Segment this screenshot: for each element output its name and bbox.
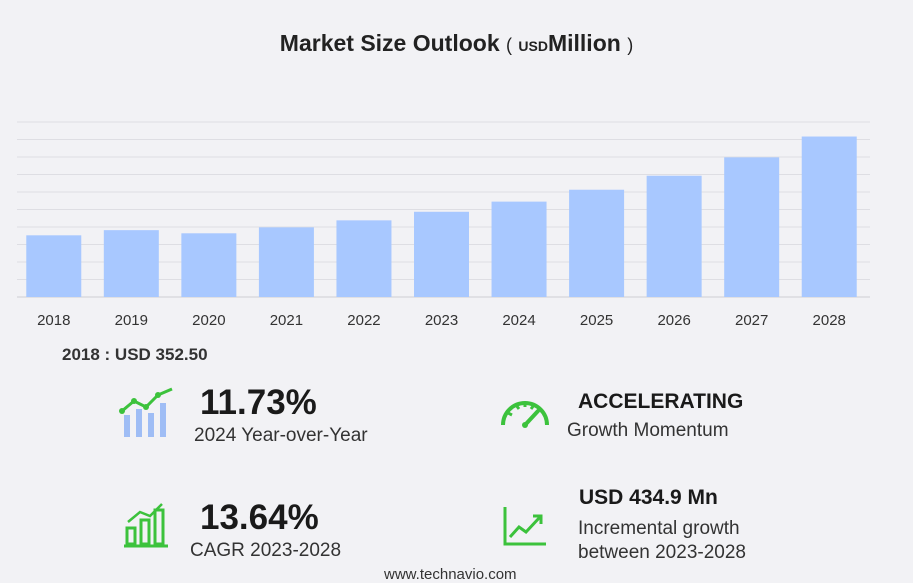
x-tick-label: 2018 bbox=[37, 312, 70, 329]
x-tick-label: 2020 bbox=[192, 312, 225, 329]
footer-site: www.technavio.com bbox=[384, 566, 517, 583]
title-unit: USD bbox=[518, 38, 548, 54]
title-unit-word: Million bbox=[547, 30, 621, 56]
cagr-label: CAGR 2023-2028 bbox=[190, 540, 342, 561]
bar-2023 bbox=[414, 211, 469, 297]
x-tick-label: 2028 bbox=[813, 312, 846, 329]
x-tick-label: 2024 bbox=[502, 312, 535, 329]
line-growth-icon bbox=[503, 507, 546, 546]
bar-2024 bbox=[491, 201, 547, 297]
bar-2026 bbox=[646, 175, 702, 297]
x-tick-label: 2021 bbox=[270, 312, 303, 329]
momentum-label: Growth Momentum bbox=[567, 420, 729, 441]
momentum-value: ACCELERATING bbox=[578, 390, 744, 413]
incremental-value: USD 434.9 Mn bbox=[579, 486, 718, 509]
trend-bars-icon bbox=[119, 387, 173, 437]
title-paren-close: ) bbox=[627, 35, 634, 55]
incremental-label-1: Incremental growth bbox=[578, 518, 740, 539]
title-text: Market Size Outlook bbox=[279, 30, 500, 56]
x-tick-label: 2025 bbox=[580, 312, 613, 329]
bar-2021 bbox=[258, 227, 314, 297]
yoy-label: 2024 Year-over-Year bbox=[194, 425, 368, 446]
x-tick-label: 2026 bbox=[657, 312, 690, 329]
first-year-value: 2018 : USD 352.50 bbox=[62, 345, 208, 364]
bar-chart: 2018 2019 2020 2021 2022 2023 2024 2025 2026 2027… bbox=[17, 121, 870, 329]
incremental-label-2: between 2023-2028 bbox=[578, 542, 746, 563]
bar-2018 bbox=[26, 235, 82, 297]
title-paren-open: ( bbox=[506, 35, 513, 55]
x-tick-label: 2022 bbox=[347, 312, 380, 329]
speedometer-icon bbox=[501, 401, 549, 428]
bar-2028 bbox=[801, 136, 857, 297]
x-tick-label: 2019 bbox=[115, 312, 148, 329]
bar-2020 bbox=[181, 233, 237, 297]
cagr-value: 13.64% bbox=[200, 498, 319, 537]
bar-2022 bbox=[336, 220, 392, 297]
x-tick-label: 2023 bbox=[425, 312, 458, 329]
yoy-value: 11.73% bbox=[200, 383, 317, 422]
chart-title: Market Size Outlook ( USDMillion ) bbox=[0, 30, 913, 57]
bar-2025 bbox=[569, 189, 625, 297]
x-tick-label: 2027 bbox=[735, 312, 768, 329]
bar-growth-icon bbox=[124, 503, 168, 548]
bar-2027 bbox=[724, 157, 780, 297]
bar-2019 bbox=[103, 230, 159, 297]
